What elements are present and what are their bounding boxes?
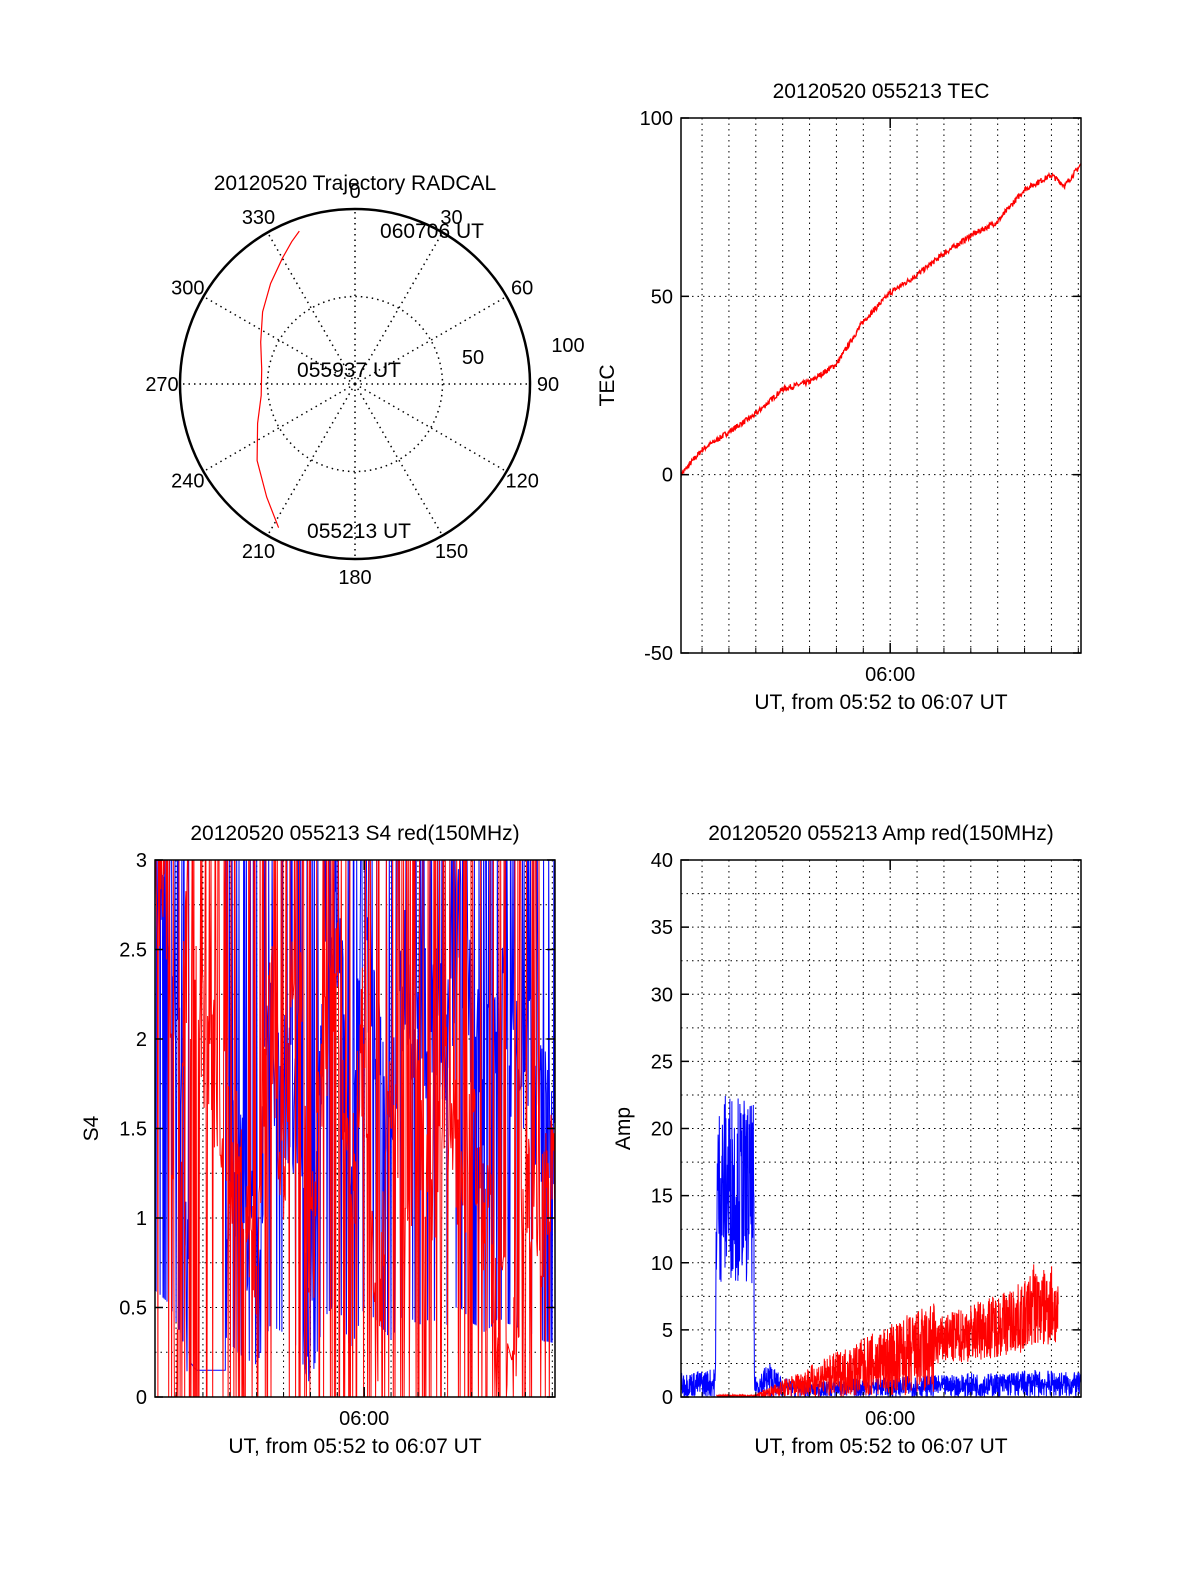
- angle-tick-label: 240: [171, 471, 204, 493]
- y-tick-label: 5: [662, 1320, 673, 1342]
- series-line-red: [681, 162, 1081, 478]
- y-tick-label: 35: [651, 917, 673, 939]
- y-tick-label: 50: [651, 286, 673, 308]
- y-tick-label: 100: [640, 108, 673, 130]
- y-axis-label: S4: [80, 1115, 103, 1141]
- polar-spoke: [203, 383, 356, 473]
- series-group: [155, 860, 555, 1397]
- angle-tick-label: 270: [145, 374, 178, 396]
- series-group: [681, 162, 1081, 478]
- chart-title: 20120520 055213 TEC: [773, 80, 990, 103]
- trajectory-line: [256, 230, 300, 528]
- polar-outer-ring: [178, 207, 532, 561]
- polar-spoke: [354, 383, 507, 473]
- y-tick-label: 20: [651, 1119, 673, 1141]
- series-line-red: [155, 860, 555, 1397]
- x-axis-label: UT, from 05:52 to 06:07 UT: [754, 691, 1007, 714]
- y-tick-label: 2.5: [119, 940, 147, 962]
- series-line-blue: [681, 1095, 1081, 1397]
- angle-tick-label: 60: [511, 278, 533, 300]
- polar-spoke: [266, 383, 356, 536]
- chart-tec: 20120520 055213 TEC -50 0 50 100 06:00 UT, fro…: [596, 80, 1082, 714]
- chart-amp: 20120520 055213 Amp red(150MHz) 0 5 10 15 20 2…: [612, 822, 1082, 1458]
- x-tick-label: 06:00: [339, 1408, 389, 1430]
- time-annotation: 055937 UT: [297, 359, 401, 382]
- angle-tick-label: 180: [338, 567, 371, 589]
- y-tick-label: -50: [644, 643, 673, 665]
- angle-tick-label: 150: [435, 541, 468, 563]
- series-line-blue: [155, 860, 555, 1382]
- polar-spoke: [354, 383, 444, 536]
- x-axis-label: UT, from 05:52 to 06:07 UT: [754, 1435, 1007, 1458]
- y-tick-label: 0.5: [119, 1298, 147, 1320]
- y-tick-label: 30: [651, 984, 673, 1006]
- angle-tick-label: 210: [242, 541, 275, 563]
- angle-tick-label: 330: [242, 207, 275, 229]
- x-tick-label: 06:00: [865, 664, 915, 686]
- y-tick-label: 0: [662, 465, 673, 487]
- y-axis-label: Amp: [612, 1107, 635, 1150]
- polar-grid-ring: [266, 295, 444, 473]
- time-annotation: 060706 UT: [380, 220, 484, 243]
- y-tick-label: 0: [136, 1387, 147, 1409]
- chart-title: 20120520 055213 S4 red(150MHz): [190, 822, 519, 845]
- y-tick-label: 1: [136, 1208, 147, 1230]
- chart-s4: 20120520 055213 S4 red(150MHz) 0 0.5 1 1.5 2 2…: [80, 822, 556, 1458]
- y-tick-label: 40: [651, 850, 673, 872]
- chart-title: 20120520 055213 Amp red(150MHz): [708, 822, 1054, 845]
- y-axis-label: TEC: [596, 365, 619, 407]
- y-tick-label: 3: [136, 850, 147, 872]
- angle-tick-label: 30: [440, 207, 462, 229]
- y-tick-label: 15: [651, 1186, 673, 1208]
- angle-tick-label: 120: [505, 471, 538, 493]
- y-tick-label: 2: [136, 1029, 147, 1051]
- time-annotation: 055213 UT: [307, 520, 411, 543]
- y-tick-label: 1.5: [119, 1119, 147, 1141]
- angle-tick-label: 0: [349, 181, 360, 203]
- chart-title: 20120520 Trajectory RADCAL: [214, 172, 497, 195]
- x-tick-label: 06:00: [865, 1408, 915, 1430]
- series-line-red: [716, 1264, 1059, 1397]
- radial-tick-label: 100: [551, 335, 584, 357]
- x-axis-label: UT, from 05:52 to 06:07 UT: [228, 1435, 481, 1458]
- y-tick-label: 25: [651, 1051, 673, 1073]
- grid-lines: [681, 118, 1081, 653]
- y-tick-label: 0: [662, 1387, 673, 1409]
- y-tick-label: 10: [651, 1253, 673, 1275]
- angle-tick-label: 300: [171, 278, 204, 300]
- series-group: [681, 1095, 1081, 1397]
- radial-tick-label: 50: [462, 347, 484, 369]
- axes-frame: [680, 117, 1082, 654]
- angle-tick-label: 90: [537, 374, 559, 396]
